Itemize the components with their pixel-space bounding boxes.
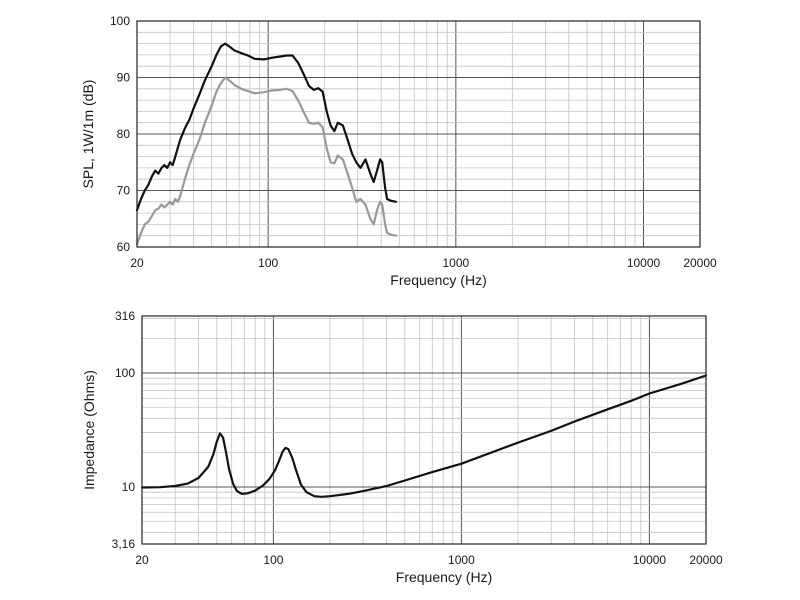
spl-x-axis-title: Frequency (Hz) (390, 272, 486, 288)
spl-y-tick-labels: 60 70 80 90 100 (110, 14, 130, 254)
impedance-x-axis-title: Frequency (Hz) (396, 569, 492, 585)
impedance-x-tick-label: 20000 (689, 553, 723, 567)
spl-y-axis-title: SPL, 1W/1m (dB) (80, 80, 96, 189)
impedance-y-tick-labels: 3,16 10 100 316 (112, 309, 136, 551)
spl-x-tick-label: 1000 (442, 256, 469, 270)
spl-chart: 20 100 1000 10000 20000 60 70 80 90 100 Frequenc… (80, 14, 717, 288)
impedance-x-tick-labels: 20 100 1000 10000 20000 (135, 553, 723, 567)
impedance-y-tick-label: 10 (122, 480, 136, 494)
spl-x-tick-labels: 20 100 1000 10000 20000 (130, 256, 717, 270)
impedance-gridlines (142, 316, 706, 544)
spl-gridlines (137, 21, 700, 247)
impedance-plot-frame (141, 315, 707, 545)
impedance-series (140, 374, 708, 498)
spl-y-tick-label: 60 (117, 240, 131, 254)
spl-x-tick-label: 20000 (683, 256, 717, 270)
impedance-y-axis-title: Impedance (Ohms) (81, 370, 97, 490)
impedance-chart: 20 100 1000 10000 20000 3,16 10 100 316 Frequen… (81, 309, 723, 585)
spl-y-tick-label: 100 (110, 14, 130, 28)
spl-x-tick-label: 10000 (627, 256, 661, 270)
spl-series-line-1 (135, 42, 398, 212)
impedance-x-tick-label: 20 (135, 553, 149, 567)
impedance-y-tick-label: 316 (115, 309, 135, 323)
impedance-x-tick-label: 1000 (448, 553, 475, 567)
impedance-x-tick-label: 10000 (633, 553, 667, 567)
spl-series-line-2 (135, 76, 398, 246)
spl-x-tick-label: 100 (258, 256, 278, 270)
impedance-series-line-1 (140, 374, 708, 498)
spl-x-tick-label: 20 (130, 256, 144, 270)
impedance-x-tick-label: 100 (263, 553, 283, 567)
impedance-y-tick-label: 100 (115, 366, 135, 380)
spl-y-tick-label: 80 (117, 127, 131, 141)
spl-y-tick-label: 90 (117, 71, 131, 85)
spl-series (135, 42, 398, 246)
spl-y-tick-label: 70 (117, 184, 131, 198)
spl-plot-frame (136, 20, 701, 248)
impedance-y-tick-label: 3,16 (112, 537, 136, 551)
